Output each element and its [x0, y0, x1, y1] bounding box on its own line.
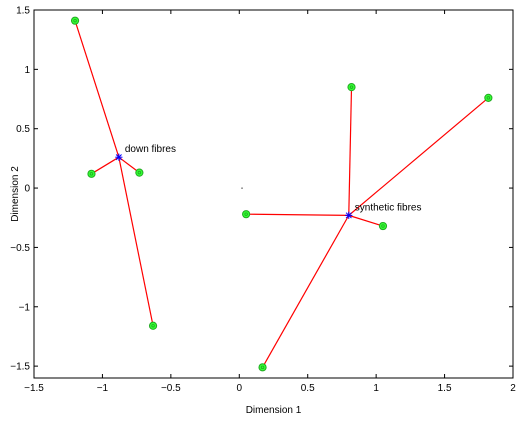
x-tick-label: −1.5: [24, 383, 44, 394]
y-tick-label: −0.5: [10, 243, 30, 254]
stray-point: [241, 187, 243, 189]
group-label: synthetic fibres: [355, 202, 422, 213]
centroid-markers: [115, 153, 353, 219]
connector-line: [348, 87, 353, 216]
centroid-stroke: [345, 212, 352, 219]
y-tick-label: 0.5: [16, 124, 30, 135]
centroid-stroke: [115, 154, 122, 161]
data-point: [70, 16, 80, 25]
connector-line: [262, 215, 350, 368]
y-tick-label: 0: [24, 184, 30, 195]
connector-line: [246, 213, 349, 216]
data-point: [135, 168, 144, 177]
ticks: −1.5 −1 −0.5 0 0.5 1 1.5 2 −1.5 −1 −0.5 0 0.5 1 1.5: [10, 6, 516, 395]
x-axis-label: Dimension 1: [246, 405, 302, 416]
x-tick-label: −0.5: [161, 383, 181, 394]
data-point-inner: [486, 96, 491, 100]
data-point-inner: [260, 365, 265, 370]
x-tick-label: 2: [510, 383, 516, 394]
x-tick-label: 0: [237, 383, 243, 394]
y-axis-label: Dimension 2: [10, 166, 21, 222]
data-point-inner: [349, 85, 354, 89]
data-point: [87, 169, 96, 178]
centroid-marker: [345, 211, 353, 219]
y-tick-label: 1.5: [16, 6, 30, 17]
data-point-inner: [89, 172, 94, 176]
data-point: [148, 321, 158, 330]
data-point-inner: [244, 212, 248, 216]
centroid-marker: [115, 153, 123, 161]
connector-line: [118, 157, 154, 326]
data-points: [70, 16, 493, 372]
annotations: down fibres synthetic fibres: [125, 144, 422, 213]
y-tick-label: −1: [19, 302, 31, 313]
connector-line: [348, 97, 489, 216]
x-tick-label: 0.5: [301, 383, 315, 394]
data-point: [258, 363, 267, 372]
connector-line: [91, 156, 120, 175]
y-tick-label: 1: [24, 65, 30, 76]
data-point: [242, 210, 251, 219]
data-point-inner: [73, 18, 77, 23]
group-label: down fibres: [125, 144, 176, 155]
connector-line: [118, 156, 140, 174]
data-point: [484, 93, 493, 102]
y-tick-label: −1.5: [10, 362, 30, 373]
x-tick-label: −1: [97, 383, 109, 394]
data-point-inner: [381, 224, 385, 228]
data-point: [378, 221, 388, 231]
data-point-inner: [151, 324, 155, 328]
plot-frame: [33, 9, 514, 379]
connector-line: [74, 20, 120, 158]
data-point: [347, 83, 356, 92]
data-point-inner: [137, 170, 142, 175]
x-tick-label: 1: [373, 383, 379, 394]
connector-lines: [74, 20, 489, 368]
x-tick-label: 1.5: [438, 383, 452, 394]
connector-line: [348, 214, 384, 227]
